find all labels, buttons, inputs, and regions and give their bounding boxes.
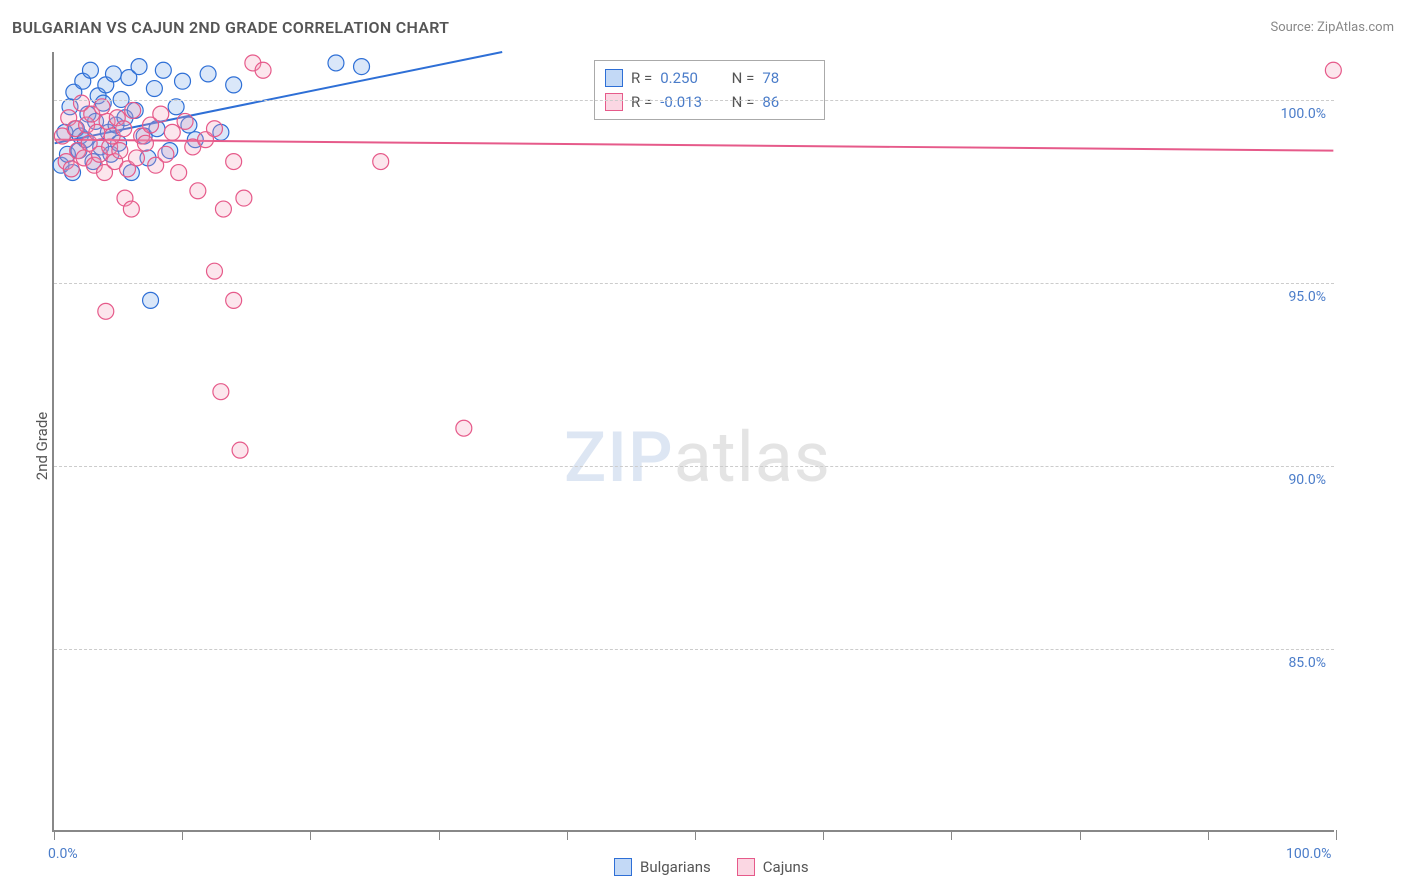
y-tick-label: 85.0%	[1288, 655, 1326, 671]
data-point	[137, 135, 153, 151]
stat-r-value: -0.013	[660, 90, 708, 114]
stats-box: R = 0.250 N = 78 R = -0.013 N = 86	[594, 60, 825, 120]
x-tick-label: 0.0%	[48, 846, 78, 862]
stats-row: R = 0.250 N = 78	[605, 66, 810, 90]
data-point	[82, 62, 98, 78]
data-point	[164, 124, 180, 140]
data-point	[131, 59, 147, 75]
data-point	[158, 146, 174, 162]
gridline	[54, 100, 1334, 101]
stat-r-label: R =	[631, 90, 652, 114]
data-point	[215, 201, 231, 217]
data-point	[200, 66, 216, 82]
data-point	[171, 165, 187, 181]
data-point	[112, 143, 128, 159]
stat-r-value: 0.250	[660, 66, 708, 90]
data-point	[177, 113, 193, 129]
data-point	[1325, 62, 1341, 78]
data-point	[226, 77, 242, 93]
x-tick	[310, 830, 311, 840]
data-point	[105, 66, 121, 82]
gridline	[54, 466, 1334, 467]
data-point	[125, 102, 141, 118]
stat-n-value: 78	[762, 66, 810, 90]
x-tick	[54, 830, 55, 840]
gridline	[54, 283, 1334, 284]
chart-title: BULGARIAN VS CAJUN 2ND GRADE CORRELATION…	[12, 18, 449, 37]
trend-line	[55, 140, 1334, 151]
data-point	[129, 150, 145, 166]
data-point	[328, 55, 344, 71]
legend-swatch	[605, 93, 623, 111]
x-tick	[182, 830, 183, 840]
x-tick	[823, 830, 824, 840]
y-axis-label: 2nd Grade	[33, 412, 51, 480]
legend-item: Cajuns	[737, 858, 809, 876]
data-point	[226, 292, 242, 308]
data-point	[146, 81, 162, 97]
x-tick	[695, 830, 696, 840]
x-tick	[1208, 830, 1209, 840]
data-point	[98, 303, 114, 319]
stat-n-label: N =	[732, 66, 755, 90]
data-point	[123, 201, 139, 217]
x-tick	[1336, 830, 1337, 840]
x-tick	[1080, 830, 1081, 840]
data-point	[175, 73, 191, 89]
plot-area: ZIPatlas R =0.250 N =78R =-0.013 N =86 B…	[52, 52, 1334, 832]
data-point	[213, 384, 229, 400]
data-point	[94, 99, 110, 115]
legend-swatch	[614, 858, 632, 876]
data-point	[456, 420, 472, 436]
data-point	[63, 161, 79, 177]
data-point	[155, 62, 171, 78]
legend-label: Cajuns	[763, 858, 809, 876]
stat-n-label: N =	[732, 90, 755, 114]
scatter-svg	[54, 52, 1334, 830]
legend-label: Bulgarians	[640, 858, 711, 876]
data-point	[207, 121, 223, 137]
stats-row: R = -0.013 N = 86	[605, 90, 810, 114]
legend-swatch	[737, 858, 755, 876]
legend-swatch	[605, 69, 623, 87]
data-point	[168, 99, 184, 115]
y-tick-label: 95.0%	[1288, 289, 1326, 305]
x-tick	[951, 830, 952, 840]
data-point	[236, 190, 252, 206]
data-point	[153, 106, 169, 122]
stat-n-value: 86	[762, 90, 810, 114]
data-point	[207, 263, 223, 279]
data-point	[255, 62, 271, 78]
data-point	[232, 442, 248, 458]
y-tick-label: 100.0%	[1281, 106, 1326, 122]
source-label: Source: ZipAtlas.com	[1270, 20, 1394, 35]
data-point	[190, 183, 206, 199]
x-tick	[567, 830, 568, 840]
data-point	[354, 59, 370, 75]
legend-item: Bulgarians	[614, 858, 711, 876]
y-tick-label: 90.0%	[1288, 472, 1326, 488]
data-point	[143, 292, 159, 308]
data-point	[116, 121, 132, 137]
stat-r-label: R =	[631, 66, 652, 90]
data-point	[226, 154, 242, 170]
data-point	[373, 154, 389, 170]
bottom-legend: Bulgarians Cajuns	[614, 858, 809, 876]
x-tick-label: 100.0%	[1286, 846, 1331, 862]
gridline	[54, 649, 1334, 650]
x-tick	[439, 830, 440, 840]
